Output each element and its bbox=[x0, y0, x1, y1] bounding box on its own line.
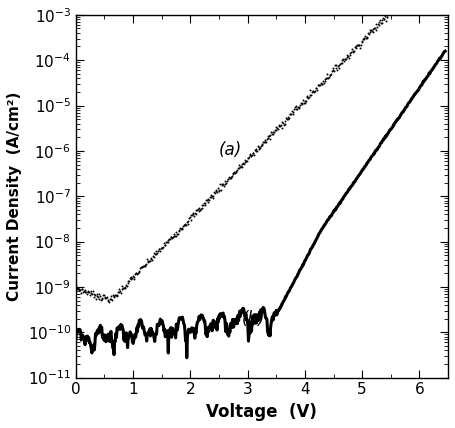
Text: (a): (a) bbox=[219, 141, 242, 159]
X-axis label: Voltage  (V): Voltage (V) bbox=[207, 403, 317, 421]
Y-axis label: Current Density  (A/cm²): Current Density (A/cm²) bbox=[7, 92, 22, 301]
Text: (b): (b) bbox=[242, 310, 265, 328]
